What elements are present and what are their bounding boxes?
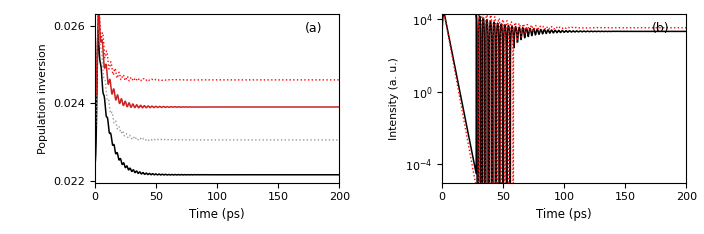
Y-axis label: Intensity (a. u.): Intensity (a. u.)	[389, 57, 399, 140]
X-axis label: Time (ps): Time (ps)	[536, 208, 592, 221]
Text: (b): (b)	[652, 22, 670, 36]
X-axis label: Time (ps): Time (ps)	[189, 208, 245, 221]
Text: (a): (a)	[305, 22, 322, 36]
Y-axis label: Population inversion: Population inversion	[38, 43, 48, 154]
